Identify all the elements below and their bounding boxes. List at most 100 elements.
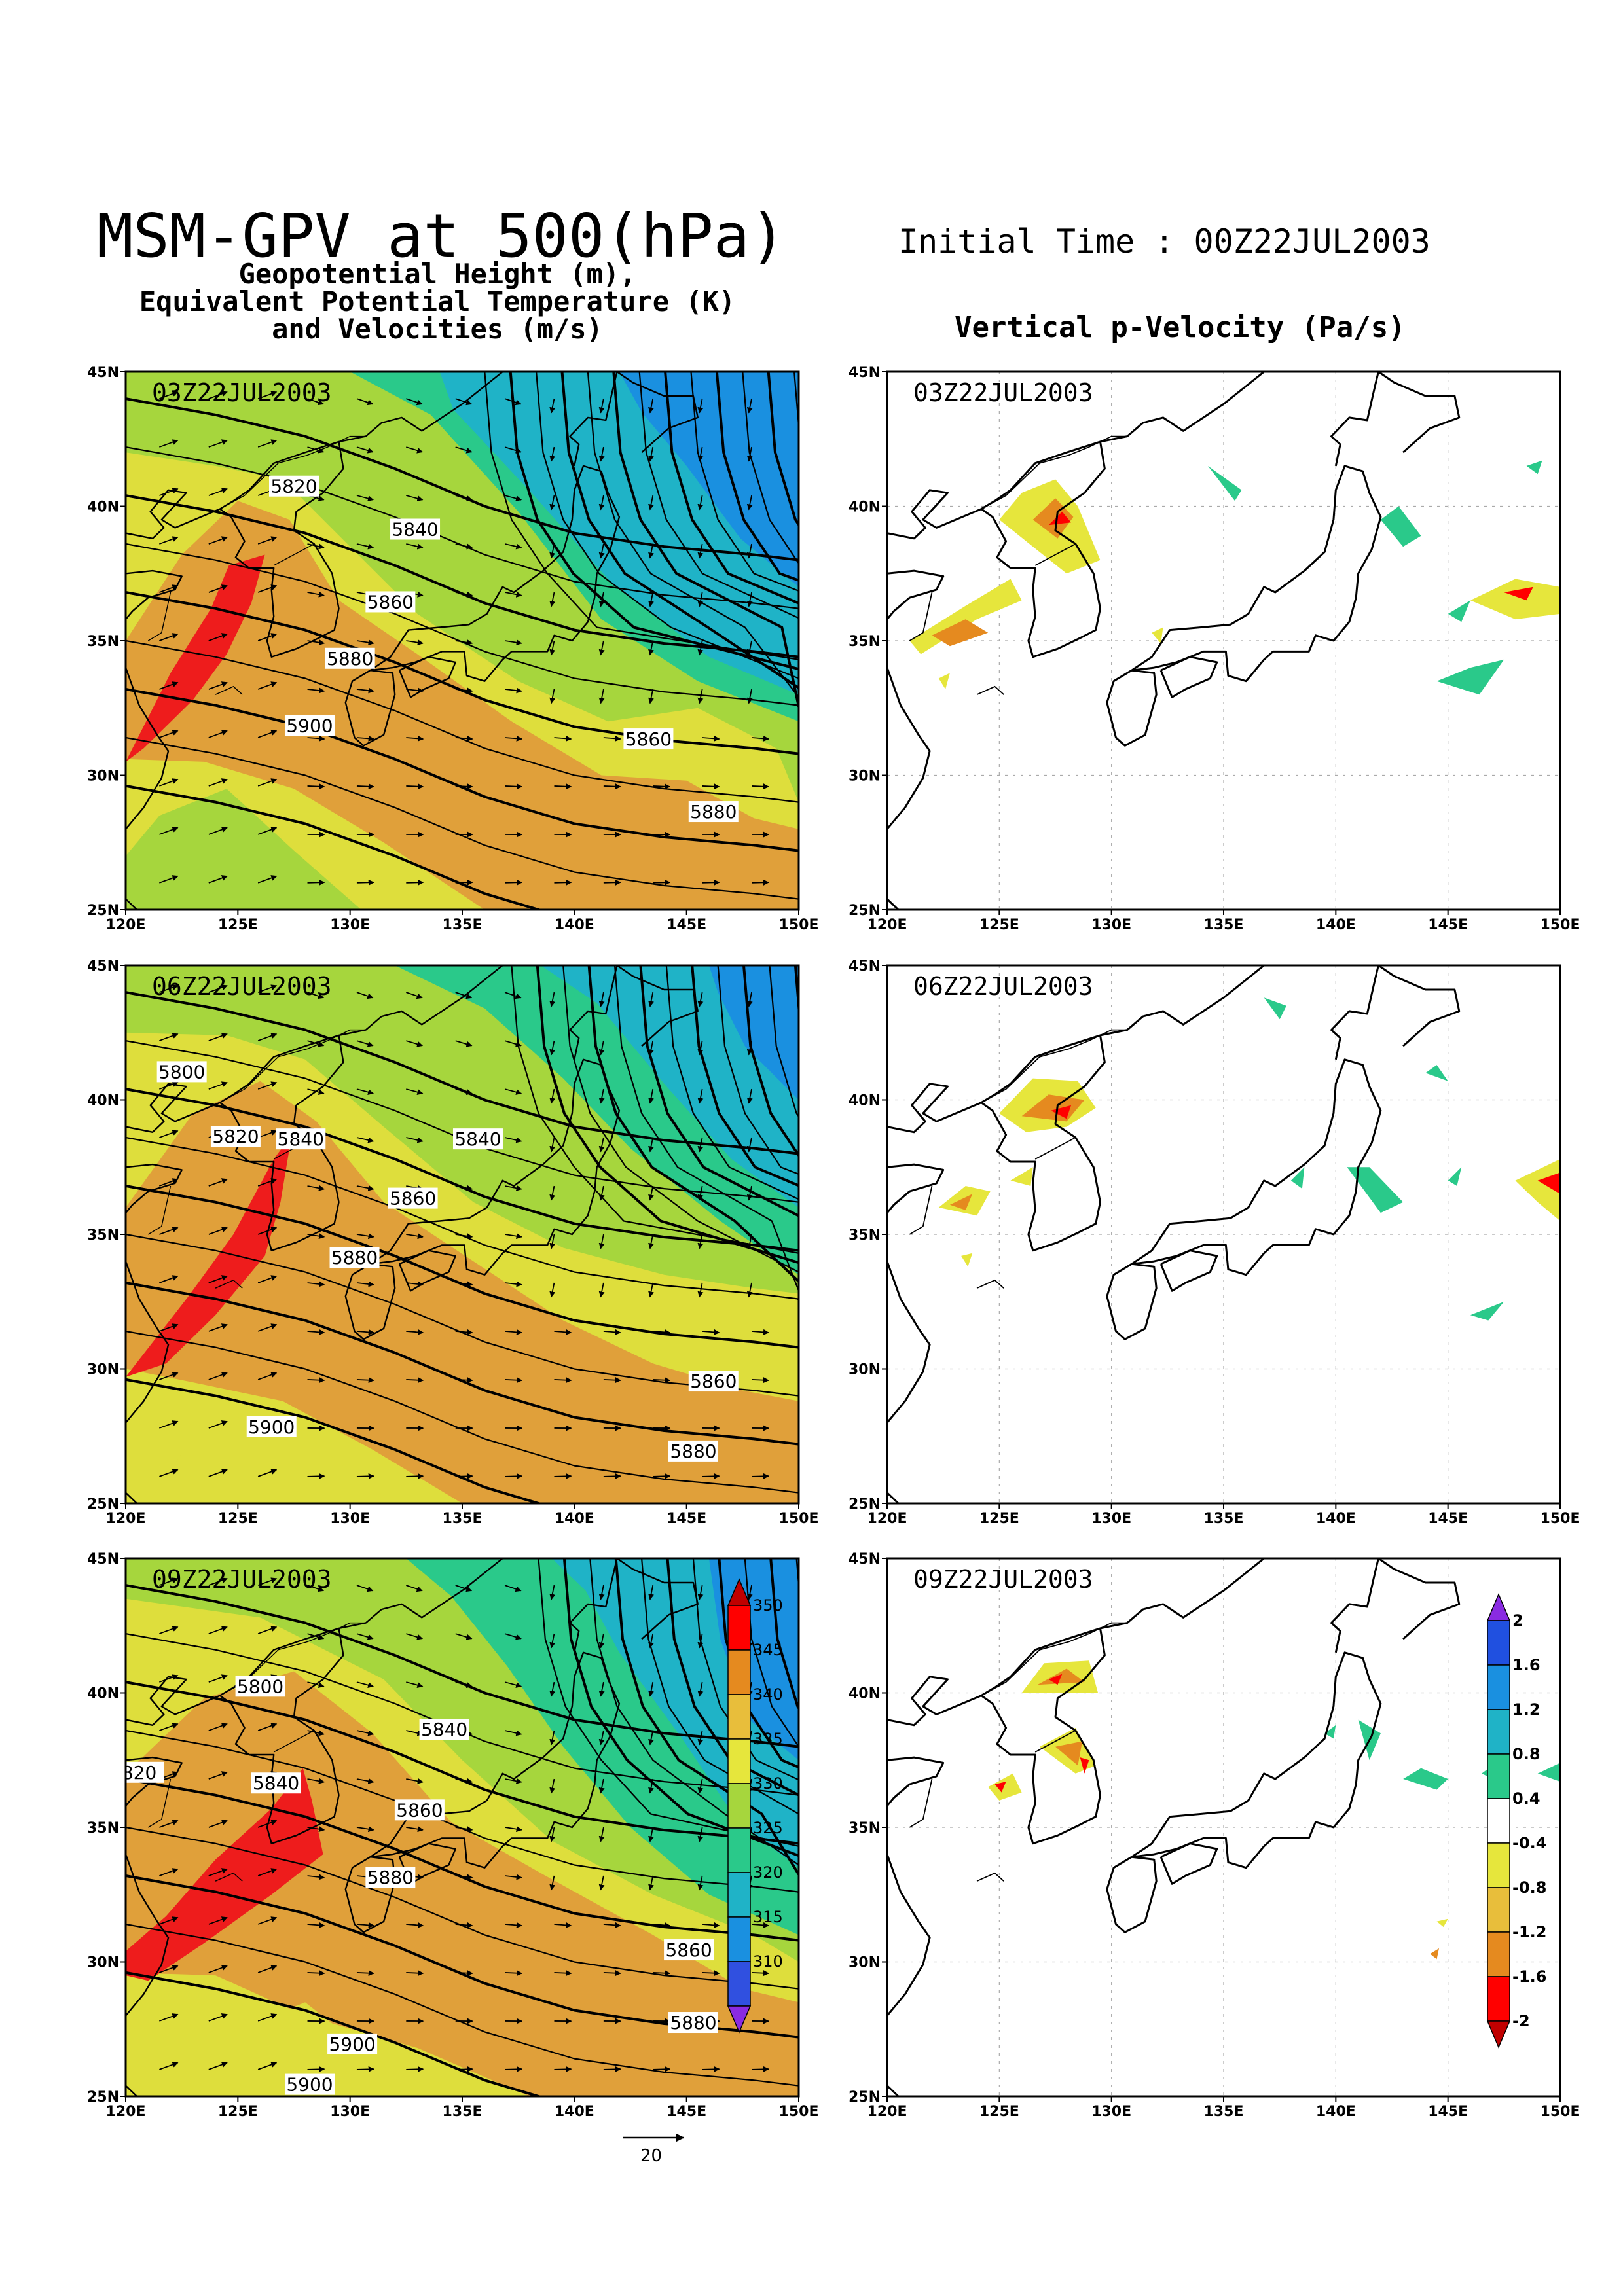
wind-arrow xyxy=(159,1420,179,1429)
wind-arrow xyxy=(746,640,753,656)
wind-arrow xyxy=(356,543,374,550)
omega-colorbar-label: 0.4 xyxy=(1512,1789,1541,1808)
height-contour-label: 5880 xyxy=(670,1441,716,1462)
wind-arrow xyxy=(406,446,424,454)
wind-arrow xyxy=(752,1473,769,1479)
height-contour-label: 5880 xyxy=(331,1247,378,1268)
wind-arrow xyxy=(208,1965,228,1973)
contour-label-bg xyxy=(325,647,375,669)
coastline xyxy=(981,1558,1265,1696)
wind-arrow xyxy=(504,1826,522,1833)
wind-arrow xyxy=(648,1633,654,1649)
coastline xyxy=(219,441,344,658)
height-contour xyxy=(126,688,799,852)
border-line xyxy=(273,1730,315,1753)
wind-arrow xyxy=(455,992,473,999)
wind-arrow xyxy=(504,543,522,550)
wind-arrow xyxy=(307,1730,325,1736)
wind-arrow xyxy=(159,1275,179,1283)
wind-arrow xyxy=(208,1323,228,1332)
lon-tick-label: 120E xyxy=(106,2104,146,2120)
left-subtitle-line-1: Geopotential Height (m), xyxy=(238,258,636,290)
contour-label-bg xyxy=(284,715,335,736)
height-contour-label: 5880 xyxy=(367,1867,414,1888)
wind-arrow xyxy=(406,1585,423,1592)
lat-tick-label: 35N xyxy=(87,1227,119,1244)
wind-arrow xyxy=(208,1033,228,1041)
wind-arrow xyxy=(505,879,522,886)
wind-arrow xyxy=(356,1585,374,1592)
lon-tick-label: 140E xyxy=(1316,1511,1356,1527)
wind-arrow xyxy=(455,1185,473,1191)
height-contour xyxy=(641,1558,799,1884)
wind-arrow xyxy=(307,1633,325,1640)
wind-arrow xyxy=(648,1088,654,1104)
wind-arrow xyxy=(159,681,179,690)
wind-arrow xyxy=(208,1178,228,1187)
lat-tick-label: 45N xyxy=(848,365,881,381)
omega-fill xyxy=(1537,1172,1560,1194)
wind-arrow xyxy=(406,1826,424,1833)
contour-label-bg xyxy=(126,1761,164,1783)
height-contour xyxy=(126,1584,799,1748)
omega-fill xyxy=(994,1782,1006,1793)
wind-arrow xyxy=(257,1227,278,1235)
omega-fill xyxy=(1347,1167,1404,1213)
ept-fill xyxy=(126,501,799,910)
wind-arrow xyxy=(455,735,473,742)
wind-arrow xyxy=(697,398,704,414)
coastline xyxy=(569,965,618,1060)
wind-arrow xyxy=(159,1081,179,1090)
lat-tick-label: 35N xyxy=(87,634,119,650)
wind-arrow xyxy=(356,1681,374,1688)
wind-arrow xyxy=(307,1040,325,1047)
wind-arrow xyxy=(549,592,556,607)
contour-label-bg xyxy=(365,591,416,613)
wind-arrow xyxy=(648,1585,654,1600)
height-contour xyxy=(126,1681,799,1845)
wind-arrow xyxy=(159,584,179,593)
border-line xyxy=(976,1279,1004,1289)
wind-arrow xyxy=(356,1137,374,1143)
lat-tick-label: 25N xyxy=(848,903,881,919)
wind-arrow xyxy=(702,2066,720,2072)
height-contour xyxy=(536,965,799,1265)
wind-arrow xyxy=(598,1827,605,1842)
wind-arrow xyxy=(648,543,654,559)
lon-tick-label: 145E xyxy=(666,1511,706,1527)
omega-fill xyxy=(1436,1918,1448,1928)
wind-arrow xyxy=(208,633,228,641)
wind-arrow xyxy=(746,398,753,414)
lon-tick-label: 145E xyxy=(1428,917,1468,933)
contour-label-bg xyxy=(668,2012,718,2034)
wind-arrow xyxy=(505,1473,522,1479)
lon-tick-label: 150E xyxy=(779,1511,819,1527)
coastline xyxy=(887,569,945,620)
wind-arrow xyxy=(549,1730,556,1746)
colorbar-segment xyxy=(727,1827,751,1873)
wind-arrow xyxy=(504,1185,522,1191)
wind-arrow xyxy=(653,1329,671,1335)
omega-fill xyxy=(1080,1757,1089,1774)
wind-arrow xyxy=(504,1040,522,1047)
height-contour-label: 5880 xyxy=(670,2012,716,2034)
wind-arrow xyxy=(257,1130,278,1138)
wind-arrow xyxy=(455,1826,473,1833)
height-contour-label: 5860 xyxy=(367,591,414,613)
wind-arrow xyxy=(257,1323,278,1332)
wind-arrow xyxy=(257,1626,278,1634)
lon-tick-label: 120E xyxy=(867,2104,907,2120)
lon-tick-label: 140E xyxy=(555,917,594,933)
wind-arrow xyxy=(257,2062,278,2070)
height-contour-label: 5880 xyxy=(327,648,373,670)
wind-arrow xyxy=(554,1922,572,1928)
wind-arrow xyxy=(697,1088,704,1104)
coastline xyxy=(219,372,503,510)
lat-tick-label: 25N xyxy=(848,2089,881,2106)
wind-arrow xyxy=(208,1275,228,1283)
wind-arrow xyxy=(208,827,228,835)
wind-arrow xyxy=(208,584,228,593)
omega-fill xyxy=(932,619,989,647)
